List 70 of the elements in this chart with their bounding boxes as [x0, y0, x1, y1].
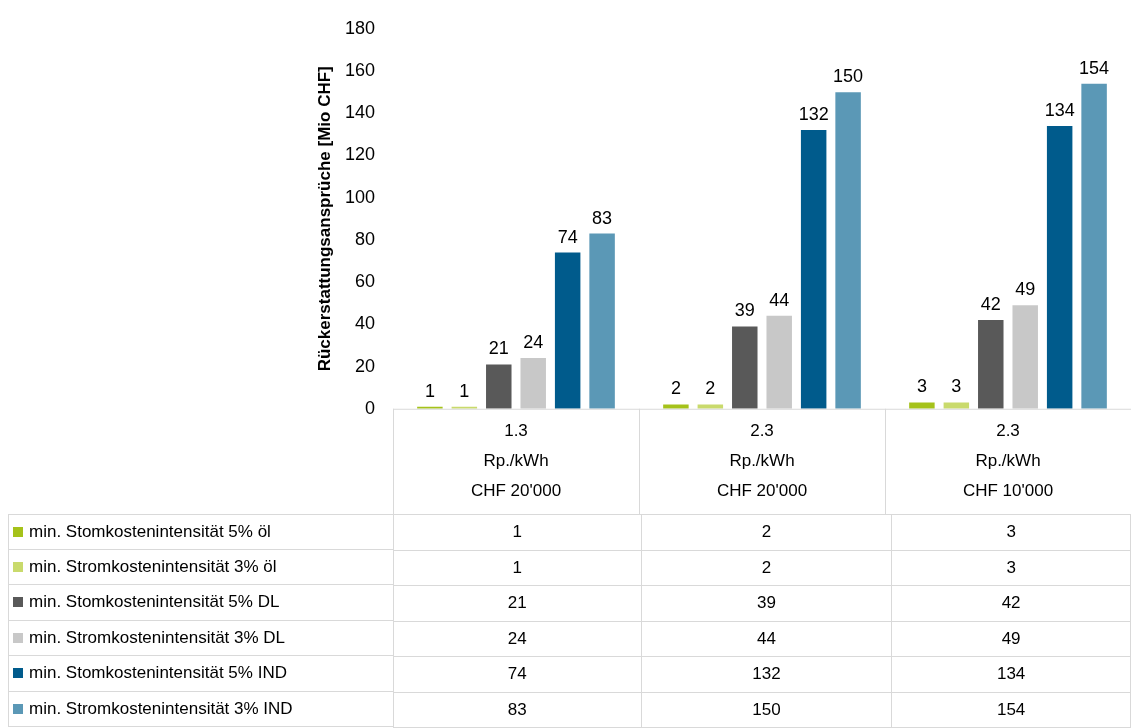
data-label: 1: [393, 550, 642, 586]
bar: [732, 326, 758, 409]
bar: [589, 233, 615, 409]
bar: [800, 130, 827, 409]
text: 154: [1079, 57, 1110, 78]
data-label: 24: [393, 621, 642, 657]
text: 39: [734, 300, 755, 321]
bar: [1046, 125, 1073, 409]
bar: [835, 92, 861, 409]
text: 49: [1015, 279, 1036, 300]
text: 3: [951, 376, 962, 397]
data-label: 3: [891, 514, 1131, 550]
text: 42: [980, 294, 1001, 315]
x-tick-label: 2.3 Rp./kWh CHF 20'000: [716, 421, 808, 500]
text: 74: [557, 226, 578, 247]
y-tick-label: 80: [354, 228, 375, 249]
bar: [520, 358, 546, 409]
y-tick-label: 160: [344, 59, 375, 80]
x-tick-label: 1.3 Rp./kWh CHF 20'000: [470, 421, 562, 500]
text: 44: [769, 289, 790, 310]
data-label: 39: [641, 585, 892, 621]
data-label: 42: [891, 585, 1131, 621]
bar: [766, 315, 792, 409]
bar: [1012, 305, 1038, 409]
bar: [554, 252, 581, 409]
y-tick-label: 40: [354, 313, 375, 334]
bar: [486, 364, 512, 409]
legend-label: min. Stromkostenintensität 3% DL: [8, 620, 393, 656]
data-label: 132: [641, 656, 892, 692]
bar: [978, 320, 1004, 409]
legend-label: min. Stromkostenintensität 3% IND: [8, 691, 393, 727]
data-label: 154: [891, 692, 1131, 728]
data-label: 44: [641, 621, 892, 657]
y-tick-label: 100: [344, 186, 375, 207]
data-label: 150: [641, 692, 892, 728]
x-tick-label: 2.3 Rp./kWh CHF 10'000: [962, 421, 1054, 500]
data-label: 21: [393, 585, 642, 621]
y-tick-label: 140: [344, 102, 375, 123]
y-tick-label: 20: [354, 355, 375, 376]
text: 83: [592, 207, 613, 228]
data-label: 3: [891, 550, 1131, 586]
data-label: 49: [891, 621, 1131, 657]
text: 3: [916, 376, 927, 397]
bar: [909, 402, 935, 409]
legend-label: min. Stomkostenintensität 5% DL: [8, 585, 393, 621]
data-label: 134: [891, 656, 1131, 692]
text: 132: [798, 104, 829, 125]
legend-label: min. Stomkostenintensität 5% öl: [8, 514, 393, 550]
legend-label: min. Stomkostenintensität 5% IND: [8, 656, 393, 692]
text: 24: [523, 332, 544, 353]
data-label: 2: [641, 550, 892, 586]
text: 1: [424, 380, 435, 401]
legend-label: min. Stromkostenintensität 3% öl: [8, 549, 393, 585]
data-label: 1: [393, 514, 642, 550]
text: 2: [705, 378, 716, 399]
data-label: 83: [393, 692, 642, 728]
text: 150: [833, 66, 864, 87]
y-tick-label: 0: [364, 397, 375, 418]
bar: [1081, 83, 1107, 409]
text: 21: [488, 338, 509, 359]
y-tick-label: 180: [344, 17, 375, 38]
data-label: 74: [393, 656, 642, 692]
text: 134: [1044, 99, 1075, 120]
text: 2: [670, 378, 681, 399]
y-axis-title: Rückerstattungsansprüche [Mio CHF]: [314, 66, 334, 372]
bar: [943, 402, 970, 409]
text: 1: [459, 380, 470, 401]
y-tick-label: 60: [354, 271, 375, 292]
y-tick-label: 120: [344, 144, 375, 165]
data-label: 2: [641, 514, 892, 550]
